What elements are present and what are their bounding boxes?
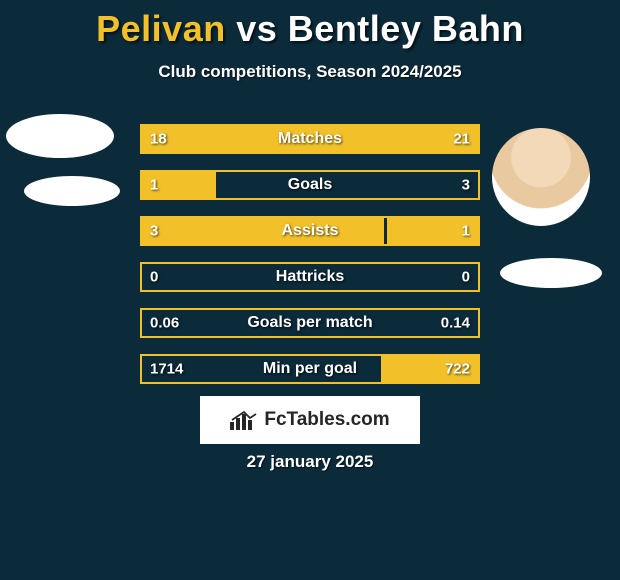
stat-row: 18 21 Matches xyxy=(140,124,480,154)
player2-avatar xyxy=(492,128,590,226)
player1-shadow-shape xyxy=(24,176,120,206)
stat-value-left: 0 xyxy=(150,269,158,286)
stat-row: 1714 722 Min per goal xyxy=(140,354,480,384)
subtitle: Club competitions, Season 2024/2025 xyxy=(0,62,620,82)
stat-value-right: 722 xyxy=(445,361,470,378)
comparison-chart: 18 21 Matches 1 3 Goals 3 1 Assists 0 0 Hattricks 0.… xyxy=(140,124,480,400)
stat-label: Goals xyxy=(288,176,332,194)
stat-value-left: 18 xyxy=(150,131,167,148)
stat-value-right: 1 xyxy=(462,223,470,240)
vs-text: vs xyxy=(236,8,277,49)
stat-value-left: 3 xyxy=(150,223,158,240)
stat-label: Hattricks xyxy=(276,268,344,286)
page-title: Pelivan vs Bentley Bahn xyxy=(0,0,620,50)
stat-value-right: 3 xyxy=(462,177,470,194)
stat-row: 3 1 Assists xyxy=(140,216,480,246)
stat-row: 0.06 0.14 Goals per match xyxy=(140,308,480,338)
stat-value-right: 0.14 xyxy=(441,315,470,332)
branding-box: FcTables.com xyxy=(200,396,420,444)
player2-name: Bentley Bahn xyxy=(288,8,524,49)
stat-row: 1 3 Goals xyxy=(140,170,480,200)
branding-text: FcTables.com xyxy=(264,409,389,431)
player1-name: Pelivan xyxy=(96,8,226,49)
stat-value-left: 0.06 xyxy=(150,315,179,332)
stat-label: Min per goal xyxy=(263,360,357,378)
stat-value-left: 1714 xyxy=(150,361,183,378)
player1-avatar-shape xyxy=(6,114,114,158)
stat-value-left: 1 xyxy=(150,177,158,194)
stat-label: Assists xyxy=(282,222,339,240)
stat-value-right: 21 xyxy=(453,131,470,148)
stat-label: Matches xyxy=(278,130,342,148)
stat-row: 0 0 Hattricks xyxy=(140,262,480,292)
fctables-icon xyxy=(230,410,258,430)
stat-value-right: 0 xyxy=(462,269,470,286)
stat-fill-left xyxy=(142,218,384,244)
player2-shadow-shape xyxy=(500,258,602,288)
date-text: 27 january 2025 xyxy=(0,452,620,472)
stat-label: Goals per match xyxy=(247,314,372,332)
